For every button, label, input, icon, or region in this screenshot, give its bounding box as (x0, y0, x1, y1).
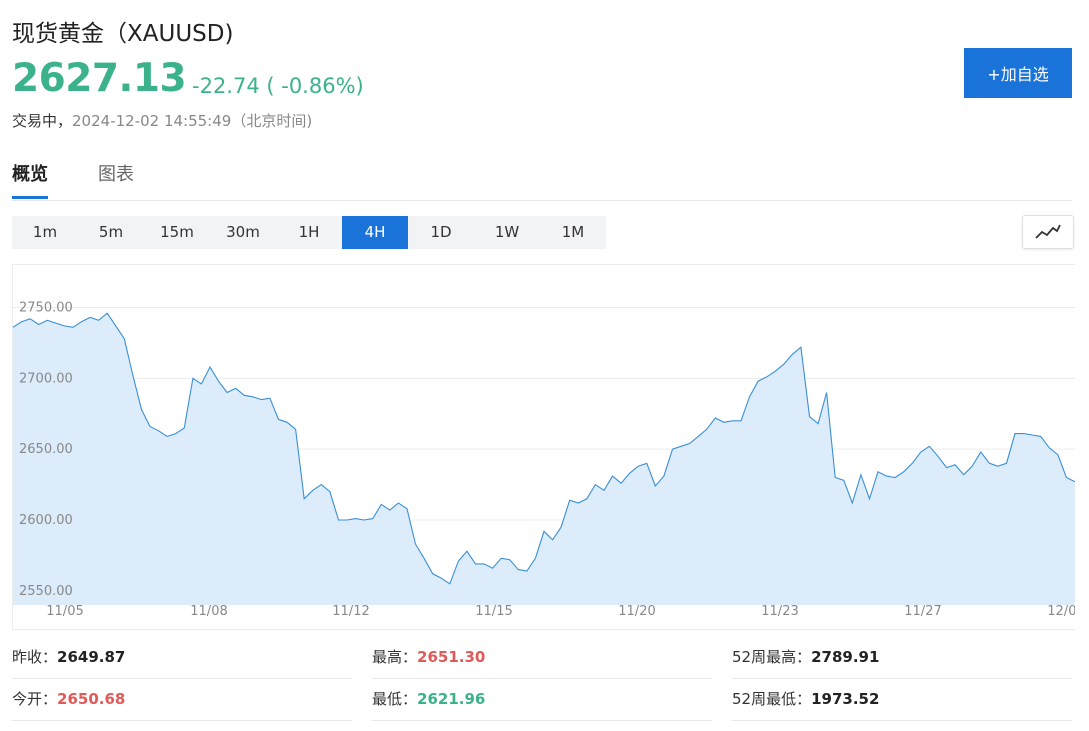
period-1h[interactable]: 1H (298, 223, 320, 241)
y-tick-label: 2750.00 (19, 301, 73, 316)
stat-label: 最低： (372, 690, 418, 708)
x-tick-label: 11/12 (332, 604, 369, 619)
view-tabs: 概览 图表 (12, 160, 1072, 201)
y-tick-label: 2650.00 (19, 442, 73, 457)
instrument-title: 现货黄金（XAUUSD) (12, 21, 234, 47)
period-30m[interactable]: 30m (226, 223, 260, 241)
stat-label: 今开： (12, 690, 58, 708)
stat-value: 2651.30 (417, 648, 486, 666)
stat-value: 2650.68 (57, 690, 126, 708)
stat-value: 2649.87 (57, 648, 126, 666)
current-price: 2627.13 (12, 56, 187, 101)
x-tick-label: 11/20 (618, 604, 655, 619)
tab-overview[interactable]: 概览 (12, 160, 48, 199)
stat-label: 52周最低： (732, 690, 812, 708)
chart-type-button[interactable] (1022, 215, 1074, 249)
period-1m[interactable]: 1m (32, 223, 58, 241)
x-tick-label: 11/15 (475, 604, 512, 619)
stat-value: 2789.91 (811, 648, 880, 666)
period-4h[interactable]: 4H (342, 216, 408, 249)
stat-label: 昨收： (12, 648, 58, 666)
stat-52w-high: 52周最高：2789.91 (732, 636, 1072, 679)
y-tick-label: 2600.00 (19, 513, 73, 528)
period-1d[interactable]: 1D (430, 223, 452, 241)
stat-label: 52周最高： (732, 648, 812, 666)
x-tick-label: 11/27 (904, 604, 941, 619)
period-15m[interactable]: 15m (160, 223, 194, 241)
y-tick-label: 2700.00 (19, 371, 73, 386)
stat-52w-low: 52周最低：1973.52 (732, 678, 1072, 721)
x-tick-label: 11/08 (190, 604, 227, 619)
x-tick-label: 11/23 (761, 604, 798, 619)
add-to-watchlist-button[interactable]: +加自选 (964, 48, 1072, 98)
period-1w[interactable]: 1W (494, 223, 520, 241)
tab-chart[interactable]: 图表 (98, 164, 134, 185)
period-1mo[interactable]: 1M (561, 223, 585, 241)
stat-high: 最高：2651.30 (372, 636, 712, 679)
stat-prev-close: 昨收：2649.87 (12, 636, 352, 679)
x-tick-label: 11/05 (46, 604, 83, 619)
stat-open: 今开：2650.68 (12, 678, 352, 721)
period-5m[interactable]: 5m (98, 223, 124, 241)
stat-label: 最高： (372, 648, 418, 666)
stat-value: 1973.52 (811, 690, 880, 708)
price-chart-svg: 2750.00 2700.00 2650.00 2600.00 2550.00 11/05… (12, 301, 1085, 619)
trading-status: 交易中，2024-12-02 14:55:49（北京时间) (12, 110, 312, 131)
quote-timestamp: 2024-12-02 14:55:49（北京时间) (72, 112, 313, 130)
price-line (12, 312, 1076, 585)
line-chart-icon (1035, 224, 1061, 239)
price-chart[interactable]: 2750.00 2700.00 2650.00 2600.00 2550.00 11/05… (12, 264, 1085, 630)
y-tick-label: 2550.00 (19, 584, 73, 599)
trading-status-label: 交易中， (12, 112, 73, 130)
period-selector: 1m 5m 15m 30m 1H 4H 1D 1W 1M (12, 216, 606, 249)
stats-panel: 昨收：2649.87 最高：2651.30 52周最高：2789.91 今开：2… (12, 636, 1074, 731)
x-tick-label: 12/02 (1047, 604, 1075, 619)
price-change: -22.74 ( -0.86%) (192, 74, 364, 98)
stat-low: 最低：2621.96 (372, 678, 712, 721)
stat-value: 2621.96 (417, 690, 486, 708)
price-area (13, 313, 1075, 605)
